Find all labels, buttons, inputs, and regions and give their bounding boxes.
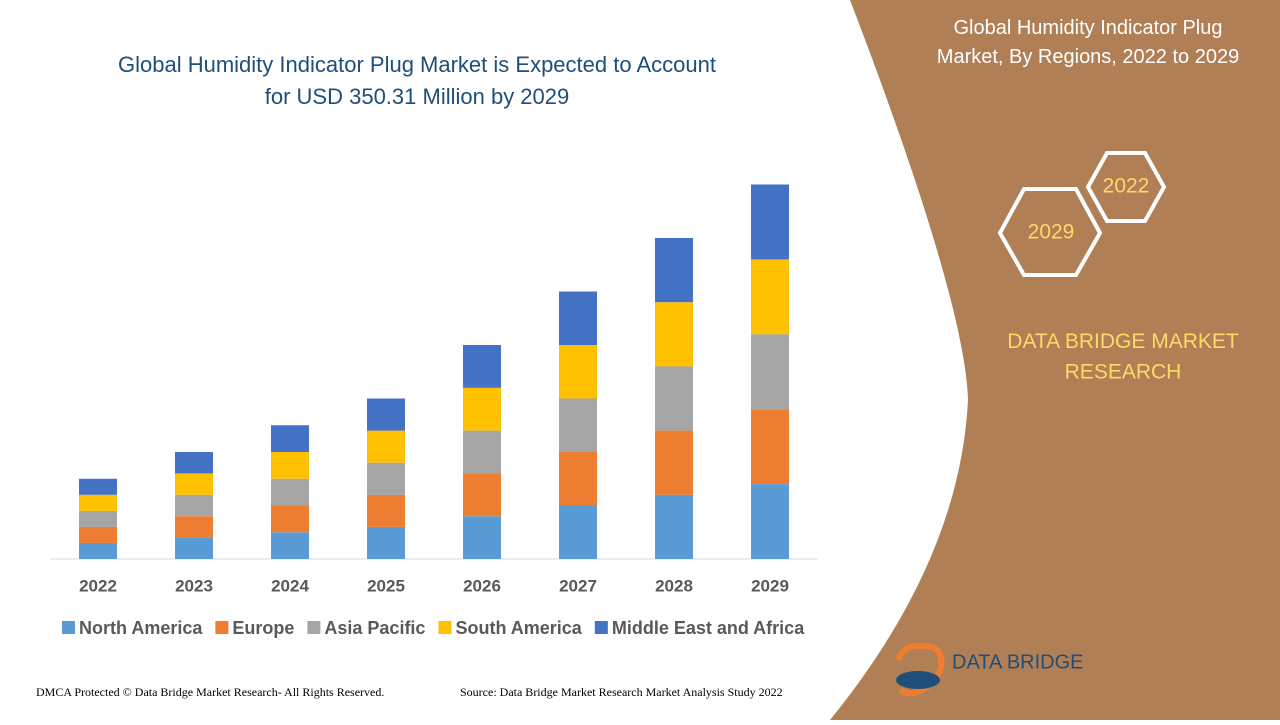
legend-label: Asia Pacific — [324, 618, 425, 638]
bar-segment — [175, 473, 213, 495]
bar-segment — [463, 473, 501, 517]
side-title-1: Global Humidity Indicator Plug Market, By… — [937, 17, 1239, 68]
legend-label: South America — [455, 618, 582, 638]
bar-segment — [655, 238, 693, 303]
legend-label: Middle East and Africa — [612, 618, 805, 638]
legend-swatch — [594, 621, 608, 634]
logo-text: DATA BRIDGE — [952, 651, 1084, 673]
x-tick-label: 2029 — [751, 576, 789, 595]
bar-segment — [463, 387, 501, 431]
x-tick-label: 2022 — [79, 576, 117, 595]
legend-label: North America — [79, 618, 203, 638]
x-tick-label: 2026 — [463, 576, 501, 595]
bar-segment — [751, 484, 789, 559]
bar-segment — [655, 494, 693, 559]
bar-segment — [367, 462, 405, 495]
bar-segment — [175, 494, 213, 517]
bar-segment — [559, 452, 597, 506]
bar-segment — [79, 542, 117, 559]
bar-segment — [367, 430, 405, 463]
bar-segment — [655, 430, 693, 495]
legend-label: Europe — [232, 618, 294, 638]
bar-segment — [175, 516, 213, 538]
bar-segment — [175, 537, 213, 559]
bar-segment — [751, 334, 789, 410]
bar-segment — [751, 259, 789, 335]
side-panel-bg — [830, 0, 1280, 720]
x-tick-label: 2027 — [559, 576, 597, 595]
bar-segment — [559, 505, 597, 559]
hexagon — [1085, 151, 1167, 223]
bar-segment — [367, 526, 405, 559]
bar-segment — [655, 366, 693, 431]
bar-segment — [559, 398, 597, 452]
bar-segment — [463, 430, 501, 474]
legend-swatch — [307, 621, 321, 634]
hexagon-label: 2029 — [1028, 221, 1075, 244]
copyright: DMCA Protected © Data Bridge Market Rese… — [36, 685, 384, 699]
hexagon-label: 2022 — [1103, 175, 1150, 198]
x-tick-label: 2023 — [175, 576, 213, 595]
bar-segment — [271, 425, 309, 452]
bar-segment — [655, 302, 693, 367]
bar-segment — [79, 526, 117, 543]
legend-swatch — [438, 621, 452, 634]
bar-segment — [175, 452, 213, 474]
bar-segment — [463, 516, 501, 559]
x-tick-label: 2024 — [271, 576, 309, 595]
chart-title: Global Humidity Indicator Plug Market is… — [118, 52, 716, 109]
bar-segment — [79, 494, 117, 511]
brand-text: DATA BRIDGE MARKET RESEARCH — [1007, 330, 1239, 383]
bar-segment — [367, 494, 405, 527]
bar-segment — [271, 505, 309, 533]
hexagon — [997, 187, 1103, 277]
bar-segment — [559, 291, 597, 345]
bar-segment — [559, 345, 597, 399]
source: Source: Data Bridge Market Research Mark… — [460, 685, 783, 699]
bar-segment — [79, 510, 117, 527]
bar-segment — [367, 398, 405, 431]
bar-segment — [751, 184, 789, 260]
bar-segment — [463, 345, 501, 388]
bar-segment — [79, 478, 117, 495]
bar-segment — [271, 478, 309, 506]
x-tick-label: 2028 — [655, 576, 693, 595]
logo-mark — [895, 642, 945, 697]
legend-swatch — [62, 621, 75, 634]
bar-segment — [271, 452, 309, 479]
bar-segment — [751, 409, 789, 485]
x-tick-label: 2025 — [367, 576, 405, 595]
bar-segment — [271, 532, 309, 559]
legend-swatch — [215, 621, 229, 634]
logo-mark — [896, 671, 940, 689]
